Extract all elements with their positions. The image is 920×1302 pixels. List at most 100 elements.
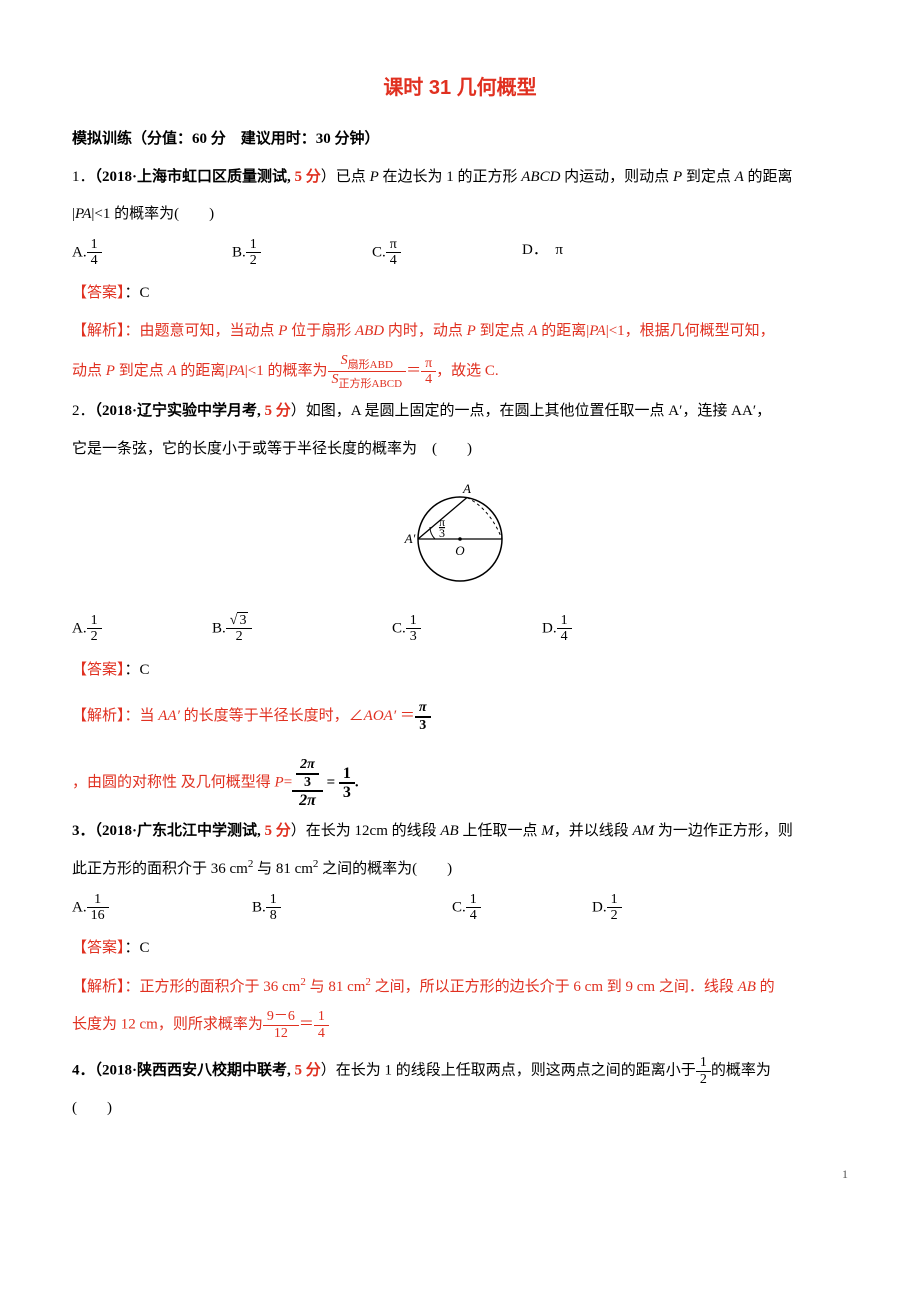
- t: 【解析】: [72, 708, 125, 724]
- q3-optA: A.116: [72, 892, 252, 924]
- q3-options: A.116 B.18 C.14 D.12: [72, 892, 848, 924]
- frac: 14: [557, 613, 572, 645]
- t: A: [735, 169, 744, 185]
- t: P: [673, 169, 682, 185]
- t: 2: [607, 908, 622, 923]
- q1-exp-line1: 【解析】：由题意可知，当动点 P 位于扇形 ABD 内时，动点 P 到定点 A …: [72, 316, 848, 348]
- frac: 12: [696, 1055, 711, 1087]
- svg-text:O: O: [455, 543, 465, 558]
- t: 此正方形的面积介于 36 cm: [72, 861, 248, 877]
- t: D.: [592, 899, 607, 915]
- t: A: [167, 363, 176, 379]
- t: 【答案】: [72, 662, 125, 678]
- t: ，故选 C.: [436, 363, 499, 379]
- t: C.: [452, 899, 466, 915]
- t: 的长度等于半径长度时，∠: [180, 708, 364, 724]
- t: PA: [589, 323, 605, 339]
- t: ：由题意可知，当动点: [125, 323, 279, 339]
- t: 【答案】: [72, 285, 125, 301]
- t: 的距离|: [177, 363, 229, 379]
- t: ）已点: [321, 169, 370, 185]
- frac: 2π3: [296, 757, 319, 790]
- t: 3: [406, 629, 421, 644]
- q2-num: 2．: [72, 403, 95, 419]
- q2-pts: 5 分: [265, 403, 291, 419]
- t: B.: [252, 899, 266, 915]
- svg-text:A: A: [462, 481, 471, 496]
- q1-optC: C.π4: [372, 237, 522, 269]
- t: ，并以线段: [554, 823, 633, 839]
- frac: 9－612: [263, 1009, 299, 1041]
- frac: √32: [226, 613, 253, 645]
- frac: 13: [339, 765, 355, 802]
- t: 4: [557, 629, 572, 644]
- t: ：C: [125, 940, 150, 956]
- t: 的: [756, 979, 775, 995]
- t: 1: [557, 613, 572, 629]
- frac: 13: [406, 613, 421, 645]
- t: 之间，所以正方形的边长介于 6 cm 到 9 cm 之间．线段: [371, 979, 738, 995]
- t: 动点: [72, 363, 106, 379]
- t: A.: [72, 620, 87, 636]
- q2-options: A.12 B.√32 C.13 D.14: [72, 613, 848, 645]
- t: ABCD: [521, 169, 560, 185]
- t: S: [341, 353, 348, 368]
- q2-stem-line1: 2．（2018·辽宁实验中学月考, 5 分）如图，A 是圆上固定的一点，在圆上其…: [72, 396, 848, 428]
- t: 长度为 12 cm，则所求概率为: [72, 1017, 263, 1033]
- q1-pts: 5 分: [295, 169, 321, 185]
- t: C.: [392, 620, 406, 636]
- t: ）如图，A 是圆上固定的一点，在圆上其他位置任取一点 A′，连接 AA′，: [291, 403, 771, 419]
- t: 1: [314, 1009, 329, 1025]
- t: 1: [87, 613, 102, 629]
- t: 2π: [292, 792, 323, 810]
- t: 【解析】: [72, 323, 125, 339]
- t: AB: [738, 979, 756, 995]
- t: ：当: [125, 708, 159, 724]
- t: A.: [72, 899, 87, 915]
- t: ：由题意可知，当动点 P 位于扇形 ABD 内时，动点 P 到定点 A 的距离|…: [125, 323, 775, 339]
- t: 1: [406, 613, 421, 629]
- q1-optA: A.14: [72, 237, 232, 269]
- t: 的概率为: [711, 1062, 771, 1078]
- frac: 116: [87, 892, 109, 924]
- q3-optD: D.12: [592, 892, 622, 924]
- frac: S扇形ABDS正方形ABCD: [328, 353, 407, 390]
- q1-num: 1．: [72, 169, 95, 185]
- t: M: [541, 823, 554, 839]
- t: AOA′: [364, 708, 396, 724]
- t: ）在长为 1 的线段上任取两点，则这两点之间的距离小于: [321, 1062, 696, 1078]
- t: ）在长为 12cm 的线段: [291, 823, 441, 839]
- t: 1: [246, 237, 261, 253]
- t: π: [421, 356, 436, 372]
- t: ：C: [125, 285, 150, 301]
- q2-optB: B.√32: [212, 613, 392, 645]
- t: ABD: [355, 323, 384, 339]
- t: D． π: [522, 242, 563, 258]
- t: 1: [339, 765, 355, 785]
- t: AM: [632, 823, 654, 839]
- q1-exp-line2: 动点 P 到定点 A 的距离|PA|<1 的概率为S扇形ABDS正方形ABCD＝…: [72, 353, 848, 390]
- q1-optD: D． π: [522, 237, 563, 269]
- t: 12: [263, 1026, 299, 1041]
- t: 1: [696, 1055, 711, 1071]
- q3-optB: B.18: [252, 892, 452, 924]
- t: 4: [314, 1026, 329, 1041]
- q4-paren: ( ): [72, 1093, 848, 1125]
- q3-src: （2018·广东北江中学测试,: [95, 823, 265, 839]
- t: A: [528, 323, 537, 339]
- t: 与 81 cm: [306, 979, 366, 995]
- frac: 14: [466, 892, 481, 924]
- t: 的距离: [744, 169, 793, 185]
- t: 2: [226, 629, 253, 644]
- t: 之间的概率为( ): [318, 861, 452, 877]
- t: |<1 的概率为( ): [91, 206, 214, 222]
- t: P: [275, 775, 284, 791]
- q3-num: 3．: [72, 823, 95, 839]
- t: 3: [415, 718, 431, 733]
- q3-stem-line2: 此正方形的面积介于 36 cm2 与 81 cm2 之间的概率为( ): [72, 853, 848, 886]
- q2-exp-line2: ，由圆的对称性 及几何概型得 P=2π32π = 13.: [72, 757, 848, 809]
- t: π: [415, 700, 431, 717]
- q2-answer: 【答案】：C: [72, 655, 848, 687]
- t: 2: [87, 629, 102, 644]
- q3-exp-line2: 长度为 12 cm，则所求概率为9－612＝14: [72, 1009, 848, 1041]
